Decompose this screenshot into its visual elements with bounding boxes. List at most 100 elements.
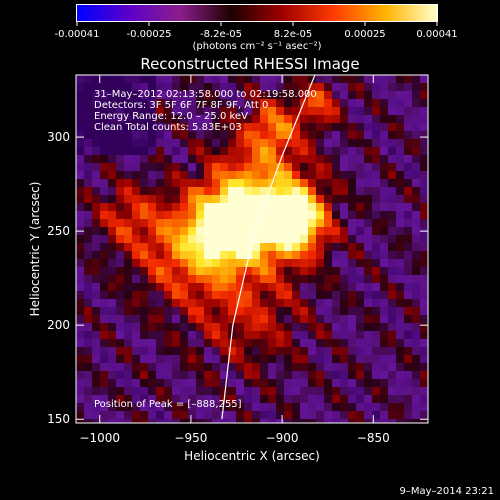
heatmap-cell	[172, 187, 180, 195]
heatmap-cell	[228, 211, 236, 219]
heatmap-cell	[276, 291, 284, 299]
heatmap-cell	[316, 163, 324, 171]
heatmap-cell	[132, 155, 140, 163]
heatmap-cell	[84, 139, 92, 147]
heatmap-cell	[236, 147, 244, 155]
heatmap-cell	[252, 115, 260, 123]
heatmap-cell	[124, 235, 132, 243]
heatmap-cell	[316, 363, 324, 371]
colorbar-ticks: -0.00041 -0.00025 -8.2e-05 8.2e-05 0.00025 0.…	[55, 22, 458, 40]
heatmap-cell	[156, 315, 164, 323]
heatmap-cell	[316, 235, 324, 243]
heatmap-cell	[140, 235, 148, 243]
heatmap-cell	[156, 243, 164, 251]
heatmap-cell	[196, 163, 204, 171]
heatmap-cell	[188, 307, 196, 315]
heatmap-cell	[260, 331, 268, 339]
heatmap-cell	[332, 299, 340, 307]
heatmap-cell	[412, 99, 420, 107]
heatmap-cell	[188, 147, 196, 155]
heatmap-cell	[396, 267, 404, 275]
heatmap-cell	[84, 403, 92, 411]
heatmap-cell	[220, 259, 228, 267]
heatmap-cell	[380, 283, 388, 291]
heatmap-cell	[132, 283, 140, 291]
heatmap-cell	[180, 219, 188, 227]
heatmap-cell	[324, 179, 332, 187]
heatmap-cell	[268, 195, 276, 203]
heatmap-cell	[108, 299, 116, 307]
heatmap-cell	[220, 275, 228, 283]
heatmap-cell	[108, 323, 116, 331]
heatmap-cell	[92, 339, 100, 347]
heatmap-cell	[316, 83, 324, 91]
heatmap-cell	[124, 179, 132, 187]
heatmap-cell	[388, 227, 396, 235]
heatmap-cell	[228, 99, 236, 107]
heatmap-cell	[300, 115, 308, 123]
heatmap-cell	[340, 171, 348, 179]
heatmap-cell	[268, 395, 276, 403]
heatmap-cell	[148, 403, 156, 411]
heatmap-cell	[404, 227, 412, 235]
heatmap-cell	[396, 179, 404, 187]
heatmap-cell	[76, 411, 84, 419]
heatmap-cell	[124, 267, 132, 275]
heatmap-cell	[116, 315, 124, 323]
heatmap-cell	[404, 267, 412, 275]
heatmap-cell	[372, 395, 380, 403]
heatmap-cell	[332, 139, 340, 147]
heatmap-cell	[372, 251, 380, 259]
heatmap-cell	[172, 339, 180, 347]
heatmap-cell	[116, 259, 124, 267]
heatmap-cell	[212, 275, 220, 283]
heatmap-cell	[252, 291, 260, 299]
heatmap-cell	[412, 259, 420, 267]
heatmap-cell	[324, 131, 332, 139]
heatmap-cell	[356, 195, 364, 203]
heatmap-cell	[108, 363, 116, 371]
heatmap-cell	[244, 235, 252, 243]
heatmap-cell	[92, 259, 100, 267]
heatmap-cell	[156, 155, 164, 163]
heatmap-cell	[164, 251, 172, 259]
heatmap-cell	[196, 139, 204, 147]
heatmap-cell	[420, 411, 428, 419]
heatmap-cell	[188, 203, 196, 211]
heatmap-cell	[116, 75, 124, 83]
heatmap-cell	[348, 267, 356, 275]
heatmap-cell	[316, 243, 324, 251]
heatmap-cell	[84, 299, 92, 307]
heatmap-cell	[108, 347, 116, 355]
heatmap-cell	[244, 291, 252, 299]
heatmap-cell	[172, 411, 180, 419]
heatmap-cell	[356, 171, 364, 179]
heatmap-cell	[324, 75, 332, 83]
heatmap-cell	[236, 259, 244, 267]
heatmap-cell	[220, 323, 228, 331]
heatmap-cell	[188, 259, 196, 267]
heatmap-cell	[396, 259, 404, 267]
heatmap-cell	[292, 139, 300, 147]
heatmap-cell	[412, 315, 420, 323]
heatmap-cell	[148, 275, 156, 283]
heatmap-cell	[100, 315, 108, 323]
heatmap-cell	[188, 179, 196, 187]
heatmap-cell	[236, 331, 244, 339]
heatmap-cell	[140, 91, 148, 99]
heatmap-cell	[404, 155, 412, 163]
heatmap-cell	[124, 219, 132, 227]
heatmap-cell	[76, 259, 84, 267]
heatmap-cell	[340, 395, 348, 403]
heatmap-cell	[324, 307, 332, 315]
heatmap-cell	[396, 363, 404, 371]
heatmap-cell	[132, 131, 140, 139]
heatmap-cell	[332, 203, 340, 211]
heatmap-cell	[316, 419, 324, 423]
heatmap-cell	[348, 251, 356, 259]
heatmap-cell	[268, 131, 276, 139]
heatmap-cell	[196, 211, 204, 219]
heatmap-cell	[284, 251, 292, 259]
heatmap-cell	[284, 267, 292, 275]
